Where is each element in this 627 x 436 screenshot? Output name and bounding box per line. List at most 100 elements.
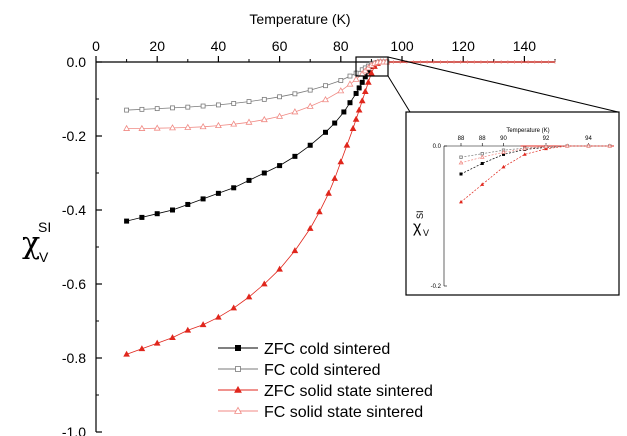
- data-point: [352, 115, 360, 122]
- data-point: [480, 152, 484, 156]
- data-point: [277, 94, 283, 100]
- data-point: [564, 143, 570, 148]
- data-point: [365, 78, 372, 85]
- data-point: [246, 177, 252, 183]
- data-point: [361, 88, 369, 94]
- legend-entry: FC solid state sintered: [264, 404, 423, 421]
- data-point: [277, 163, 283, 169]
- x-tick-label: 100: [390, 38, 414, 54]
- data-point: [184, 326, 192, 333]
- legend-entry: ZFC cold sintered: [264, 341, 390, 358]
- data-point: [480, 182, 485, 186]
- inset-series-line: [460, 145, 610, 164]
- x-ticks: 0 20 40 60 80 100 120 140: [92, 38, 556, 62]
- inset-y-label-sub: V: [423, 228, 429, 238]
- data-point: [124, 107, 129, 113]
- legend-entry: ZFC solid state sintered: [264, 383, 433, 400]
- data-point: [502, 152, 505, 156]
- data-point: [332, 120, 338, 126]
- data-point: [338, 78, 344, 83]
- data-point: [260, 115, 268, 123]
- data-point: [292, 91, 298, 97]
- data-point: [322, 95, 329, 103]
- data-point: [337, 158, 345, 165]
- data-point: [214, 121, 222, 129]
- y-tick-label: -0.4: [62, 202, 86, 218]
- zoom-connector-top: [387, 56, 619, 113]
- data-point: [352, 75, 360, 82]
- y-axis-label-symbol: χ: [22, 226, 40, 261]
- legend: ZFC cold sintered FC cold sintered ZFC sol…: [218, 341, 433, 421]
- y-tick-label: 0.0: [67, 54, 87, 70]
- data-point: [245, 118, 253, 125]
- data-point: [260, 280, 268, 287]
- data-point: [276, 112, 284, 119]
- data-point: [291, 247, 299, 254]
- data-point: [138, 124, 146, 131]
- data-point: [365, 68, 371, 74]
- y-axis-label-sub: V: [39, 249, 49, 265]
- data-point: [337, 87, 345, 94]
- data-point: [306, 224, 314, 231]
- inset-x-tick-label: 94: [585, 136, 592, 142]
- data-point: [543, 144, 549, 149]
- data-point: [355, 106, 363, 113]
- data-point: [261, 170, 267, 176]
- y-tick-label: -0.2: [62, 128, 86, 144]
- series-layer: [123, 58, 556, 357]
- data-point: [123, 350, 130, 357]
- data-point: [169, 124, 176, 131]
- data-point: [522, 146, 528, 151]
- inset-y-tick-label: -0.2: [431, 284, 442, 290]
- data-point: [184, 123, 192, 130]
- data-point: [235, 366, 241, 372]
- y-tick-label: -1.0: [62, 424, 86, 436]
- data-point: [544, 146, 548, 151]
- zoom-connector-bottom: [387, 75, 411, 113]
- data-point: [501, 149, 506, 154]
- series-3: [123, 58, 391, 131]
- data-point: [199, 122, 207, 130]
- data-point: [153, 339, 161, 346]
- data-point: [215, 313, 222, 320]
- x-tick-label: 120: [452, 38, 476, 54]
- data-point: [607, 143, 613, 148]
- data-point: [358, 97, 366, 104]
- x-tick-label: 80: [333, 38, 349, 54]
- inset-y-axis-label: χ SI V: [413, 210, 429, 238]
- data-point: [291, 108, 299, 115]
- legend-entry: FC cold sintered: [264, 362, 381, 379]
- y-axis-label-sup: SI: [38, 219, 51, 235]
- data-point: [343, 141, 351, 148]
- inset-y-label-symbol: χ: [413, 219, 422, 236]
- data-point: [185, 201, 191, 207]
- data-point: [459, 172, 463, 176]
- inset-x-tick-label: 88: [479, 136, 486, 142]
- data-point: [139, 214, 145, 220]
- data-point: [353, 90, 359, 96]
- data-point: [139, 106, 145, 112]
- zoom-box: [355, 56, 389, 77]
- data-point: [170, 207, 175, 213]
- data-point: [169, 334, 176, 341]
- data-point: [154, 106, 160, 112]
- data-point: [586, 143, 591, 148]
- data-point: [200, 103, 206, 109]
- data-point: [307, 142, 313, 148]
- data-point: [323, 83, 328, 89]
- data-point: [325, 189, 332, 196]
- data-point: [231, 101, 237, 106]
- x-tick-label: 140: [513, 38, 537, 54]
- data-point: [359, 79, 365, 85]
- inset-x-axis-label: Temperature (K): [506, 128, 549, 134]
- data-point: [123, 124, 131, 131]
- data-point: [230, 120, 238, 127]
- data-point: [153, 124, 161, 131]
- inset-series-3: [458, 143, 613, 165]
- data-point: [292, 153, 298, 159]
- x-tick-label: 60: [272, 38, 288, 54]
- inset-series-line: [460, 145, 610, 203]
- x-axis-label: Temperature (K): [249, 11, 350, 27]
- data-point: [185, 104, 191, 110]
- inset-x-ticks: 88 88 90 92 94: [458, 136, 592, 146]
